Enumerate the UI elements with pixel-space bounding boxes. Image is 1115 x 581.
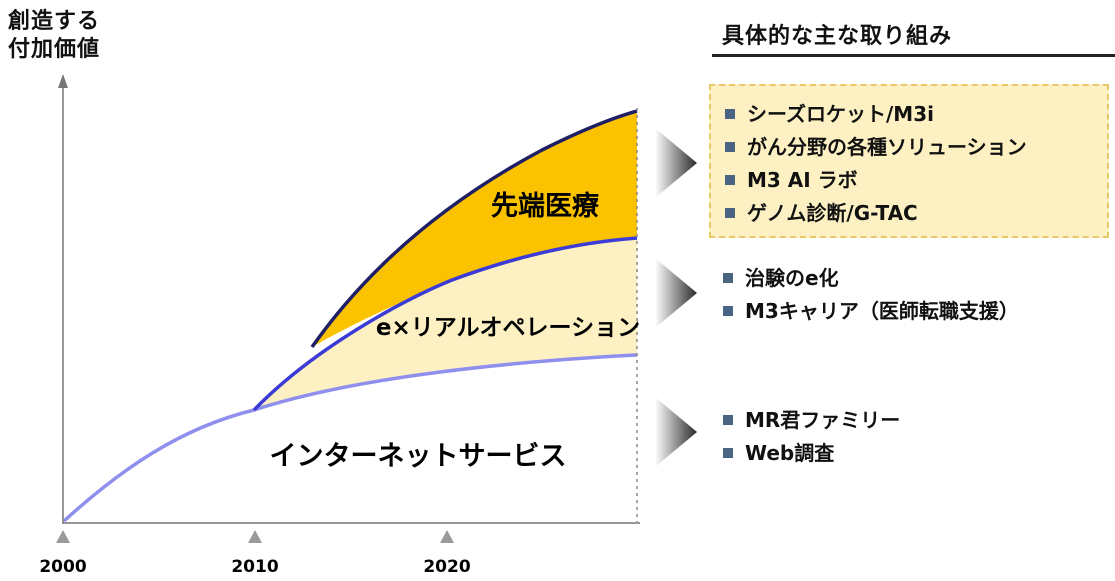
- advanced-medicine-area: [312, 111, 637, 347]
- tick-marker-icon: [56, 530, 70, 543]
- initiatives-title: 具体的な主な取り組み: [722, 24, 953, 49]
- list-item: 治験のe化: [723, 262, 1019, 295]
- y-axis-title-line: 付加価値: [8, 37, 101, 62]
- chevron-right-icon: [655, 397, 697, 467]
- bullet-icon: [725, 108, 735, 119]
- list-item: Web調査: [723, 437, 900, 470]
- real-operation-label: e×リアルオペレーション: [376, 315, 640, 341]
- internet-curve: [62, 353, 638, 523]
- tick-marker-icon: [248, 530, 262, 543]
- bullet-icon: [723, 272, 733, 283]
- bullet-icon: [725, 207, 735, 218]
- bullet-icon: [725, 141, 735, 152]
- list-item-label: がん分野の各種ソリューション: [747, 135, 1027, 159]
- y-axis-title-line: 創造する: [8, 9, 101, 34]
- advanced-curve: [310, 109, 638, 349]
- operation-initiatives-box: 治験のe化 M3キャリア（医師転職支援）: [709, 256, 1109, 336]
- list-item: MR君ファミリー: [723, 404, 900, 437]
- initiative-list: 治験のe化 M3キャリア（医師転職支援）: [723, 262, 1019, 328]
- list-item: シーズロケット/M3i: [725, 98, 1027, 131]
- list-item: ゲノム診断/G-TAC: [725, 197, 1027, 230]
- y-axis-title: 創造する 付加価値: [8, 8, 100, 64]
- list-item-label: Web調査: [745, 441, 835, 465]
- tick-marker-icon: [440, 530, 454, 543]
- advanced-initiatives-box: シーズロケット/M3i がん分野の各種ソリューション M3 AI ラボ ゲノム診…: [709, 84, 1109, 238]
- x-tick-label: 2000: [39, 557, 86, 577]
- initiative-list: MR君ファミリー Web調査: [723, 404, 900, 470]
- list-item-label: シーズロケット/M3i: [747, 102, 934, 126]
- list-item: がん分野の各種ソリューション: [725, 131, 1027, 164]
- x-tick-label: 2020: [423, 557, 470, 577]
- bullet-icon: [723, 414, 733, 425]
- real-operation-area: [254, 238, 637, 410]
- initiative-list: シーズロケット/M3i がん分野の各種ソリューション M3 AI ラボ ゲノム診…: [725, 98, 1027, 230]
- bullet-icon: [723, 305, 733, 316]
- chevron-right-icon: [655, 128, 697, 198]
- internet-services-label: インターネットサービス: [270, 441, 567, 472]
- list-item-label: ゲノム診断/G-TAC: [747, 201, 918, 225]
- chevron-right-icon: [655, 258, 697, 328]
- bullet-icon: [723, 447, 733, 458]
- operation-curve: [252, 236, 638, 412]
- list-item-label: M3 AI ラボ: [747, 168, 858, 192]
- internet-initiatives-box: MR君ファミリー Web調査: [709, 398, 1109, 478]
- list-item: M3キャリア（医師転職支援）: [723, 295, 1019, 328]
- list-item-label: M3キャリア（医師転職支援）: [745, 299, 1019, 323]
- list-item: M3 AI ラボ: [725, 164, 1027, 197]
- list-item-label: 治験のe化: [745, 266, 839, 290]
- bullet-icon: [725, 174, 735, 185]
- y-axis-arrow-icon: [58, 74, 68, 88]
- x-tick-label: 2010: [231, 557, 278, 577]
- list-item-label: MR君ファミリー: [745, 408, 901, 432]
- advanced-medicine-label: 先端医療: [491, 191, 600, 222]
- initiatives-title-rule: [712, 54, 1115, 57]
